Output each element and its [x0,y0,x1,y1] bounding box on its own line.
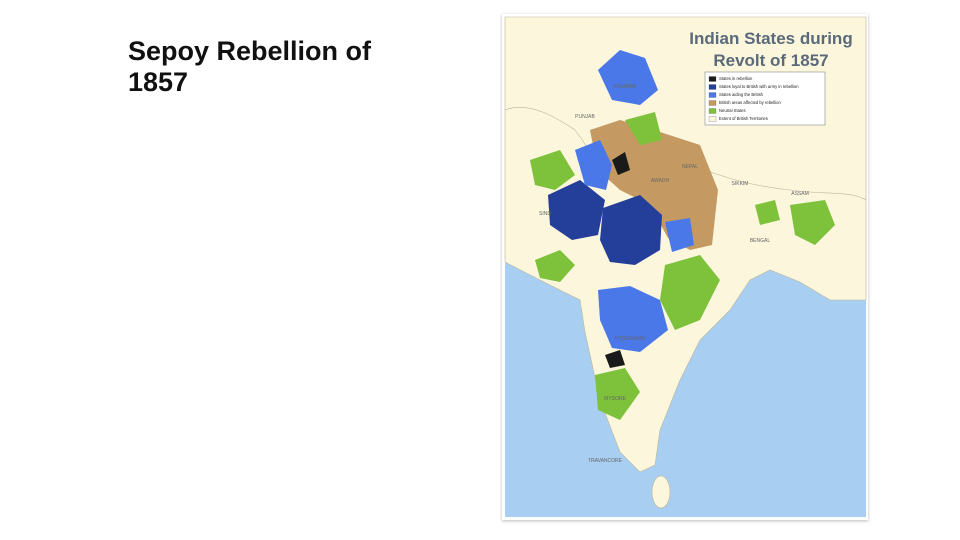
region [600,195,662,265]
place-label: KASHMIR [614,84,637,90]
legend-label: States aiding the British [719,92,764,97]
legend-swatch [708,100,717,106]
legend: States in rebellion States loyal to Briti… [704,71,826,126]
region [660,255,720,330]
legend-box [704,71,826,126]
legend-swatch [708,84,717,90]
legend-swatch [708,116,717,122]
region [590,120,718,250]
region [530,150,575,190]
region [755,200,780,225]
region [535,250,575,282]
slide-title: Sepoy Rebellion of 1857 [128,36,372,97]
place-label: ASSAM [791,191,809,197]
region [595,368,640,420]
legend-swatch [708,92,717,98]
place-label: SIND [539,211,551,217]
region [665,218,694,252]
legend-label: British areas affected by rebellion [719,100,782,105]
map-title-line: Indian States during Revolt of 1857 [689,29,852,70]
place-labels: KASHMIR PUNJAB NEPAL AWADH SIKKIM ASSAM SIND BE… [539,84,809,464]
region [612,152,630,175]
place-label: HYDERABAD [614,336,646,342]
legend-label: States in rebellion [719,76,753,81]
region [625,112,662,145]
legend-label: Extent of British Territories [719,116,768,121]
place-label: NEPAL [682,164,698,170]
legend-swatch [708,108,717,114]
place-label: MYSORE [604,396,626,402]
region [605,350,625,368]
place-label: TRAVANCORE [588,458,623,464]
region [598,286,668,352]
region [790,200,835,245]
island [651,475,671,509]
map: Indian States during Revolt of 1857 State… [502,14,868,520]
legend-swatch [708,76,717,82]
place-label: AWADH [651,178,670,184]
place-label: BENGAL [750,238,771,244]
place-label: SIKKIM [732,181,749,187]
region [548,180,605,240]
place-label: PUNJAB [575,114,595,120]
legend-label: States loyal to British with army in reb… [719,84,799,89]
region [598,50,658,105]
legend-label: Neutral States [719,108,746,113]
region [575,140,612,190]
